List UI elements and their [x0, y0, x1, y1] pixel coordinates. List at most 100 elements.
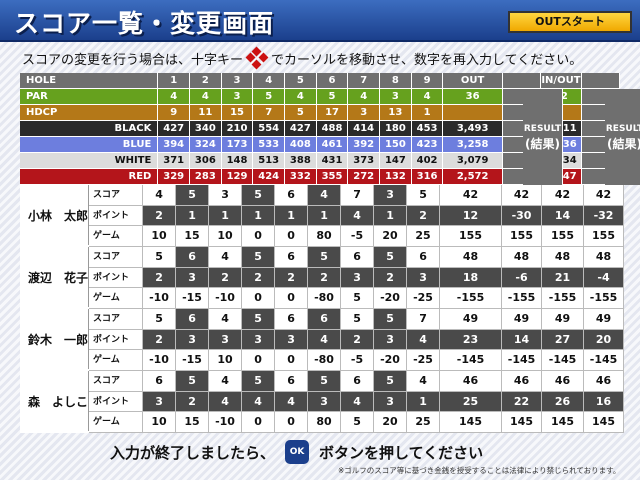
points-cell-hole-9[interactable]: 2	[407, 205, 441, 227]
points-cell-hole-8[interactable]: 3	[374, 391, 408, 413]
score-cell-hole-2[interactable]: 5	[176, 371, 210, 392]
points-cell-hole-1[interactable]: 2	[143, 205, 177, 227]
points-cell-hole-2[interactable]: 3	[176, 329, 210, 351]
score-cell-hole-9[interactable]: 7	[407, 309, 441, 330]
points-cell-hole-6[interactable]: 4	[308, 329, 342, 351]
score-cell-hole-9[interactable]: 6	[407, 247, 441, 268]
points-cell-hole-7[interactable]: 2	[341, 329, 375, 351]
points-cell-hole-2[interactable]: 2	[176, 391, 210, 413]
game-cell-hole-4[interactable]: 0	[242, 226, 276, 247]
game-cell-hole-5[interactable]: 0	[275, 288, 309, 309]
score-cell-hole-7[interactable]: 6	[341, 247, 375, 268]
points-cell-hole-6[interactable]: 2	[308, 267, 342, 289]
score-cell-hole-2[interactable]: 6	[176, 309, 210, 330]
points-cell-hole-9[interactable]: 1	[407, 391, 441, 413]
game-cell-hole-6[interactable]: -80	[308, 350, 342, 371]
points-cell-hole-3[interactable]: 2	[209, 267, 243, 289]
game-cell-hole-2[interactable]: -15	[176, 288, 210, 309]
game-cell-hole-5[interactable]: 0	[275, 412, 309, 433]
game-cell-hole-8[interactable]: -20	[374, 350, 408, 371]
score-cell-hole-1[interactable]: 5	[143, 247, 177, 268]
score-cell-hole-7[interactable]: 6	[341, 371, 375, 392]
game-cell-hole-4[interactable]: 0	[242, 412, 276, 433]
score-cell-hole-6[interactable]: 5	[308, 371, 342, 392]
points-cell-hole-4[interactable]: 3	[242, 329, 276, 351]
score-cell-hole-6[interactable]: 5	[308, 247, 342, 268]
game-cell-hole-8[interactable]: -20	[374, 288, 408, 309]
game-cell-hole-9[interactable]: -25	[407, 288, 441, 309]
game-cell-hole-7[interactable]: -5	[341, 350, 375, 371]
score-cell-hole-8[interactable]: 5	[374, 247, 408, 268]
score-cell-hole-3[interactable]: 4	[209, 371, 243, 392]
score-cell-hole-5[interactable]: 6	[275, 309, 309, 330]
points-cell-hole-7[interactable]: 4	[341, 205, 375, 227]
game-cell-hole-1[interactable]: -10	[143, 350, 177, 371]
score-cell-hole-3[interactable]: 3	[209, 185, 243, 206]
game-cell-hole-7[interactable]: 5	[341, 288, 375, 309]
points-cell-hole-7[interactable]: 3	[341, 267, 375, 289]
points-cell-hole-4[interactable]: 1	[242, 205, 276, 227]
points-cell-hole-4[interactable]: 4	[242, 391, 276, 413]
score-cell-hole-5[interactable]: 6	[275, 371, 309, 392]
score-cell-hole-4[interactable]: 5	[242, 185, 276, 206]
points-cell-hole-5[interactable]: 4	[275, 391, 309, 413]
points-cell-hole-1[interactable]: 2	[143, 329, 177, 351]
score-cell-hole-8[interactable]: 3	[374, 185, 408, 206]
game-cell-hole-3[interactable]: 10	[209, 226, 243, 247]
game-cell-hole-6[interactable]: -80	[308, 288, 342, 309]
points-cell-hole-5[interactable]: 1	[275, 205, 309, 227]
points-cell-hole-8[interactable]: 3	[374, 329, 408, 351]
points-cell-hole-1[interactable]: 2	[143, 267, 177, 289]
points-cell-hole-2[interactable]: 1	[176, 205, 210, 227]
score-cell-hole-4[interactable]: 5	[242, 247, 276, 268]
score-cell-hole-5[interactable]: 6	[275, 247, 309, 268]
out-start-button[interactable]: OUTスタート	[508, 11, 632, 33]
game-cell-hole-6[interactable]: 80	[308, 412, 342, 433]
game-cell-hole-1[interactable]: -10	[143, 288, 177, 309]
score-cell-hole-8[interactable]: 5	[374, 371, 408, 392]
points-cell-hole-8[interactable]: 2	[374, 267, 408, 289]
game-cell-hole-2[interactable]: 15	[176, 412, 210, 433]
points-cell-hole-6[interactable]: 3	[308, 391, 342, 413]
score-cell-hole-7[interactable]: 5	[341, 309, 375, 330]
score-cell-hole-6[interactable]: 4	[308, 185, 342, 206]
score-cell-hole-4[interactable]: 5	[242, 371, 276, 392]
game-cell-hole-1[interactable]: 10	[143, 226, 177, 247]
points-cell-hole-3[interactable]: 1	[209, 205, 243, 227]
points-cell-hole-7[interactable]: 4	[341, 391, 375, 413]
game-cell-hole-1[interactable]: 10	[143, 412, 177, 433]
score-cell-hole-1[interactable]: 5	[143, 309, 177, 330]
points-cell-hole-2[interactable]: 3	[176, 267, 210, 289]
game-cell-hole-3[interactable]: -10	[209, 412, 243, 433]
points-cell-hole-6[interactable]: 1	[308, 205, 342, 227]
points-cell-hole-8[interactable]: 1	[374, 205, 408, 227]
game-cell-hole-7[interactable]: -5	[341, 226, 375, 247]
score-cell-hole-2[interactable]: 6	[176, 247, 210, 268]
score-cell-hole-9[interactable]: 5	[407, 185, 441, 206]
game-cell-hole-6[interactable]: 80	[308, 226, 342, 247]
score-cell-hole-3[interactable]: 4	[209, 247, 243, 268]
points-cell-hole-5[interactable]: 3	[275, 329, 309, 351]
points-cell-hole-4[interactable]: 2	[242, 267, 276, 289]
game-cell-hole-5[interactable]: 0	[275, 226, 309, 247]
points-cell-hole-1[interactable]: 3	[143, 391, 177, 413]
game-cell-hole-8[interactable]: 20	[374, 412, 408, 433]
points-cell-hole-3[interactable]: 4	[209, 391, 243, 413]
game-cell-hole-9[interactable]: -25	[407, 350, 441, 371]
score-cell-hole-3[interactable]: 4	[209, 309, 243, 330]
score-cell-hole-1[interactable]: 6	[143, 371, 177, 392]
points-cell-hole-5[interactable]: 2	[275, 267, 309, 289]
game-cell-hole-2[interactable]: -15	[176, 350, 210, 371]
ok-button-icon[interactable]: OK	[285, 440, 310, 464]
points-cell-hole-3[interactable]: 3	[209, 329, 243, 351]
game-cell-hole-3[interactable]: -10	[209, 288, 243, 309]
score-cell-hole-8[interactable]: 5	[374, 309, 408, 330]
game-cell-hole-7[interactable]: 5	[341, 412, 375, 433]
game-cell-hole-4[interactable]: 0	[242, 288, 276, 309]
game-cell-hole-4[interactable]: 0	[242, 350, 276, 371]
score-cell-hole-9[interactable]: 4	[407, 371, 441, 392]
score-cell-hole-1[interactable]: 4	[143, 185, 177, 206]
score-cell-hole-4[interactable]: 5	[242, 309, 276, 330]
score-cell-hole-5[interactable]: 6	[275, 185, 309, 206]
game-cell-hole-2[interactable]: 15	[176, 226, 210, 247]
